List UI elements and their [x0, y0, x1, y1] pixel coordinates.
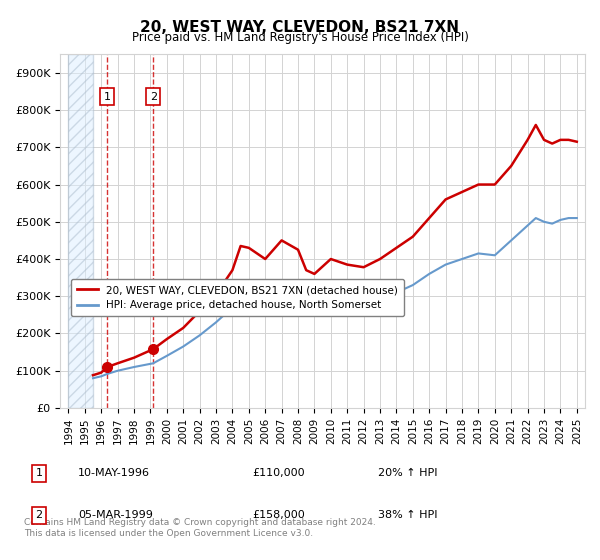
Text: 1: 1: [35, 468, 43, 478]
Text: £110,000: £110,000: [252, 468, 305, 478]
Text: 2: 2: [149, 92, 157, 102]
Text: 10-MAY-1996: 10-MAY-1996: [78, 468, 150, 478]
Text: 05-MAR-1999: 05-MAR-1999: [78, 510, 153, 520]
Text: 38% ↑ HPI: 38% ↑ HPI: [378, 510, 437, 520]
Text: £158,000: £158,000: [252, 510, 305, 520]
Text: Contains HM Land Registry data © Crown copyright and database right 2024.
This d: Contains HM Land Registry data © Crown c…: [24, 518, 376, 538]
Legend: 20, WEST WAY, CLEVEDON, BS21 7XN (detached house), HPI: Average price, detached : 20, WEST WAY, CLEVEDON, BS21 7XN (detach…: [71, 279, 404, 316]
Text: Price paid vs. HM Land Registry's House Price Index (HPI): Price paid vs. HM Land Registry's House …: [131, 31, 469, 44]
Text: 20, WEST WAY, CLEVEDON, BS21 7XN: 20, WEST WAY, CLEVEDON, BS21 7XN: [140, 20, 460, 35]
Text: 2: 2: [35, 510, 43, 520]
Text: 1: 1: [104, 92, 111, 102]
Text: 20% ↑ HPI: 20% ↑ HPI: [378, 468, 437, 478]
Bar: [68, 54, 93, 408]
